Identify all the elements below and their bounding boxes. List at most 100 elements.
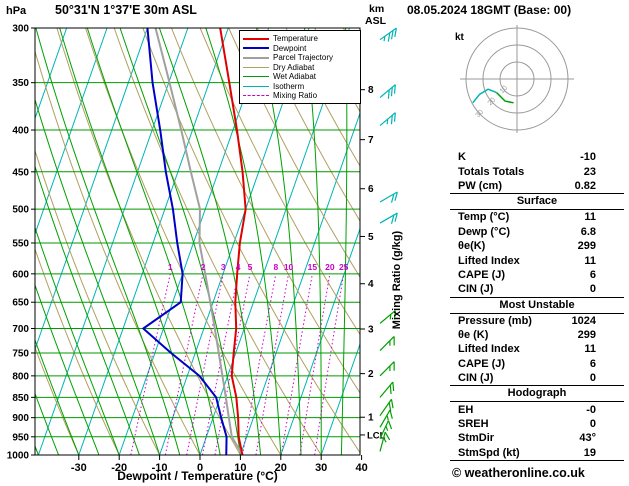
- svg-text:30: 30: [315, 462, 327, 474]
- panel-section-title: Hodograph: [450, 385, 624, 403]
- panel-row-label: θe(K): [458, 240, 486, 253]
- legend-line-sample: [243, 66, 269, 68]
- wind-barbs: [379, 27, 398, 452]
- svg-text:40: 40: [355, 462, 367, 474]
- panel-row-label: CAPE (J): [458, 357, 506, 370]
- panel-row-value: 0: [589, 418, 596, 431]
- mixing-ratio-labels: 1 2 3 4 5 8 10 15 20 25: [168, 262, 349, 272]
- panel-row: StmSpd (kt) 19: [450, 446, 624, 460]
- panel-row: Dewp (°C) 6.8: [450, 225, 624, 239]
- indices-panel: K -10 Totals Totals 23 PW (cm) 0.82 Surface Tem…: [450, 150, 624, 462]
- svg-text:10: 10: [284, 262, 294, 272]
- svg-text:2: 2: [368, 369, 374, 380]
- panel-row-value: -10: [580, 151, 596, 164]
- svg-text:800: 800: [12, 371, 29, 382]
- wind-barb: [379, 27, 397, 42]
- panel-row: K -10: [450, 150, 624, 164]
- legend-line-sample: [243, 95, 269, 97]
- svg-text:450: 450: [12, 167, 29, 178]
- dewpoint-curve: [142, 28, 228, 455]
- panel-row-value: 0: [589, 372, 596, 385]
- pressure-axis-unit: hPa: [6, 5, 27, 17]
- parcel-trajectory-curve: [154, 28, 244, 455]
- svg-text:5: 5: [368, 232, 374, 243]
- panel-row: CAPE (J) 6: [450, 357, 624, 371]
- svg-text:0: 0: [197, 462, 203, 474]
- panel-row-value: 6: [589, 268, 596, 281]
- svg-text:-30: -30: [71, 462, 87, 474]
- legend-label: Temperature: [273, 34, 318, 44]
- panel-row-value: 6: [589, 357, 596, 370]
- panel-row-label: Dewp (°C): [458, 225, 511, 238]
- panel-bottom-divider: [450, 460, 624, 462]
- panel-row-value: 0: [589, 283, 596, 296]
- panel-row-label: StmSpd (kt): [458, 446, 520, 459]
- panel-row: EH -0: [450, 402, 624, 416]
- x-axis-label: Dewpoint / Temperature (°C): [117, 469, 278, 483]
- svg-text:15: 15: [308, 262, 318, 272]
- panel-row-value: 11: [584, 343, 596, 356]
- svg-text:1000: 1000: [7, 451, 30, 462]
- wind-barb: [379, 431, 391, 452]
- svg-text:4: 4: [236, 262, 241, 272]
- panel-row-label: Totals Totals: [458, 165, 525, 178]
- pressure-axis: 300 350 400 450 500 550 600 650 700 750 800 850 900 9…: [7, 24, 35, 462]
- legend-item: Mixing Ratio: [243, 91, 358, 101]
- panel-row: StmDir 43°: [450, 431, 624, 445]
- panel-row-label: K: [458, 151, 466, 164]
- svg-text:1: 1: [168, 262, 173, 272]
- svg-text:400: 400: [12, 126, 29, 137]
- panel-row: Lifted Index 11: [450, 342, 624, 356]
- svg-text:350: 350: [12, 78, 29, 89]
- svg-text:850: 850: [12, 393, 29, 404]
- legend-label: Dewpoint: [273, 43, 307, 53]
- svg-text:900: 900: [12, 413, 29, 424]
- legend-line-sample: [243, 76, 269, 78]
- panel-row-label: EH: [458, 403, 474, 416]
- panel-row-label: θe (K): [458, 329, 489, 342]
- legend-label: Dry Adiabat: [273, 62, 315, 72]
- panel-row: PW (cm) 0.82: [450, 179, 624, 193]
- hodograph-unit-label: kt: [455, 32, 465, 43]
- panel-row-value: 23: [583, 165, 596, 178]
- panel-row-label: CIN (J): [458, 283, 494, 296]
- panel-row: Lifted Index 11: [450, 253, 624, 267]
- svg-text:7: 7: [368, 135, 374, 146]
- panel-row-value: 1024: [571, 314, 596, 327]
- legend-item: Dewpoint: [243, 44, 358, 54]
- panel-row-value: 299: [577, 329, 596, 342]
- panel-row-value: 299: [577, 240, 596, 253]
- svg-text:2: 2: [201, 262, 206, 272]
- panel-row-label: Temp (°C): [458, 211, 510, 224]
- wind-barb: [379, 310, 396, 324]
- panel-row-value: 43°: [579, 432, 596, 445]
- svg-text:3: 3: [221, 262, 226, 272]
- wind-barb: [379, 409, 393, 428]
- legend-label: Wet Adiabat: [273, 72, 316, 82]
- svg-text:-20: -20: [111, 462, 127, 474]
- panel-row-value: 6.8: [580, 225, 596, 238]
- wind-barb: [379, 84, 396, 99]
- panel-row: Totals Totals 23: [450, 164, 624, 178]
- hodograph-trace: [472, 88, 497, 104]
- svg-text:20: 20: [487, 97, 498, 108]
- wind-barb: [379, 112, 396, 127]
- svg-text:6: 6: [368, 184, 374, 195]
- panel-row: SREH 0: [450, 417, 624, 431]
- svg-text:4: 4: [368, 279, 374, 290]
- legend-line-sample: [243, 85, 269, 87]
- altitude-axis-unit-km: km: [369, 3, 385, 15]
- svg-text:30: 30: [475, 109, 486, 120]
- panel-row-label: Lifted Index: [458, 343, 520, 356]
- panel-row: CIN (J) 0: [450, 371, 624, 385]
- mixing-ratio-axis-label: Mixing Ratio (g/kg): [391, 230, 403, 330]
- panel-row-label: Pressure (mb): [458, 314, 532, 327]
- svg-text:550: 550: [12, 238, 29, 249]
- wind-barb: [379, 381, 395, 398]
- legend-line-sample: [243, 56, 269, 59]
- panel-row-label: StmDir: [458, 432, 495, 445]
- panel-row-value: 11: [584, 211, 596, 224]
- copyright: © weatheronline.co.uk: [452, 466, 585, 480]
